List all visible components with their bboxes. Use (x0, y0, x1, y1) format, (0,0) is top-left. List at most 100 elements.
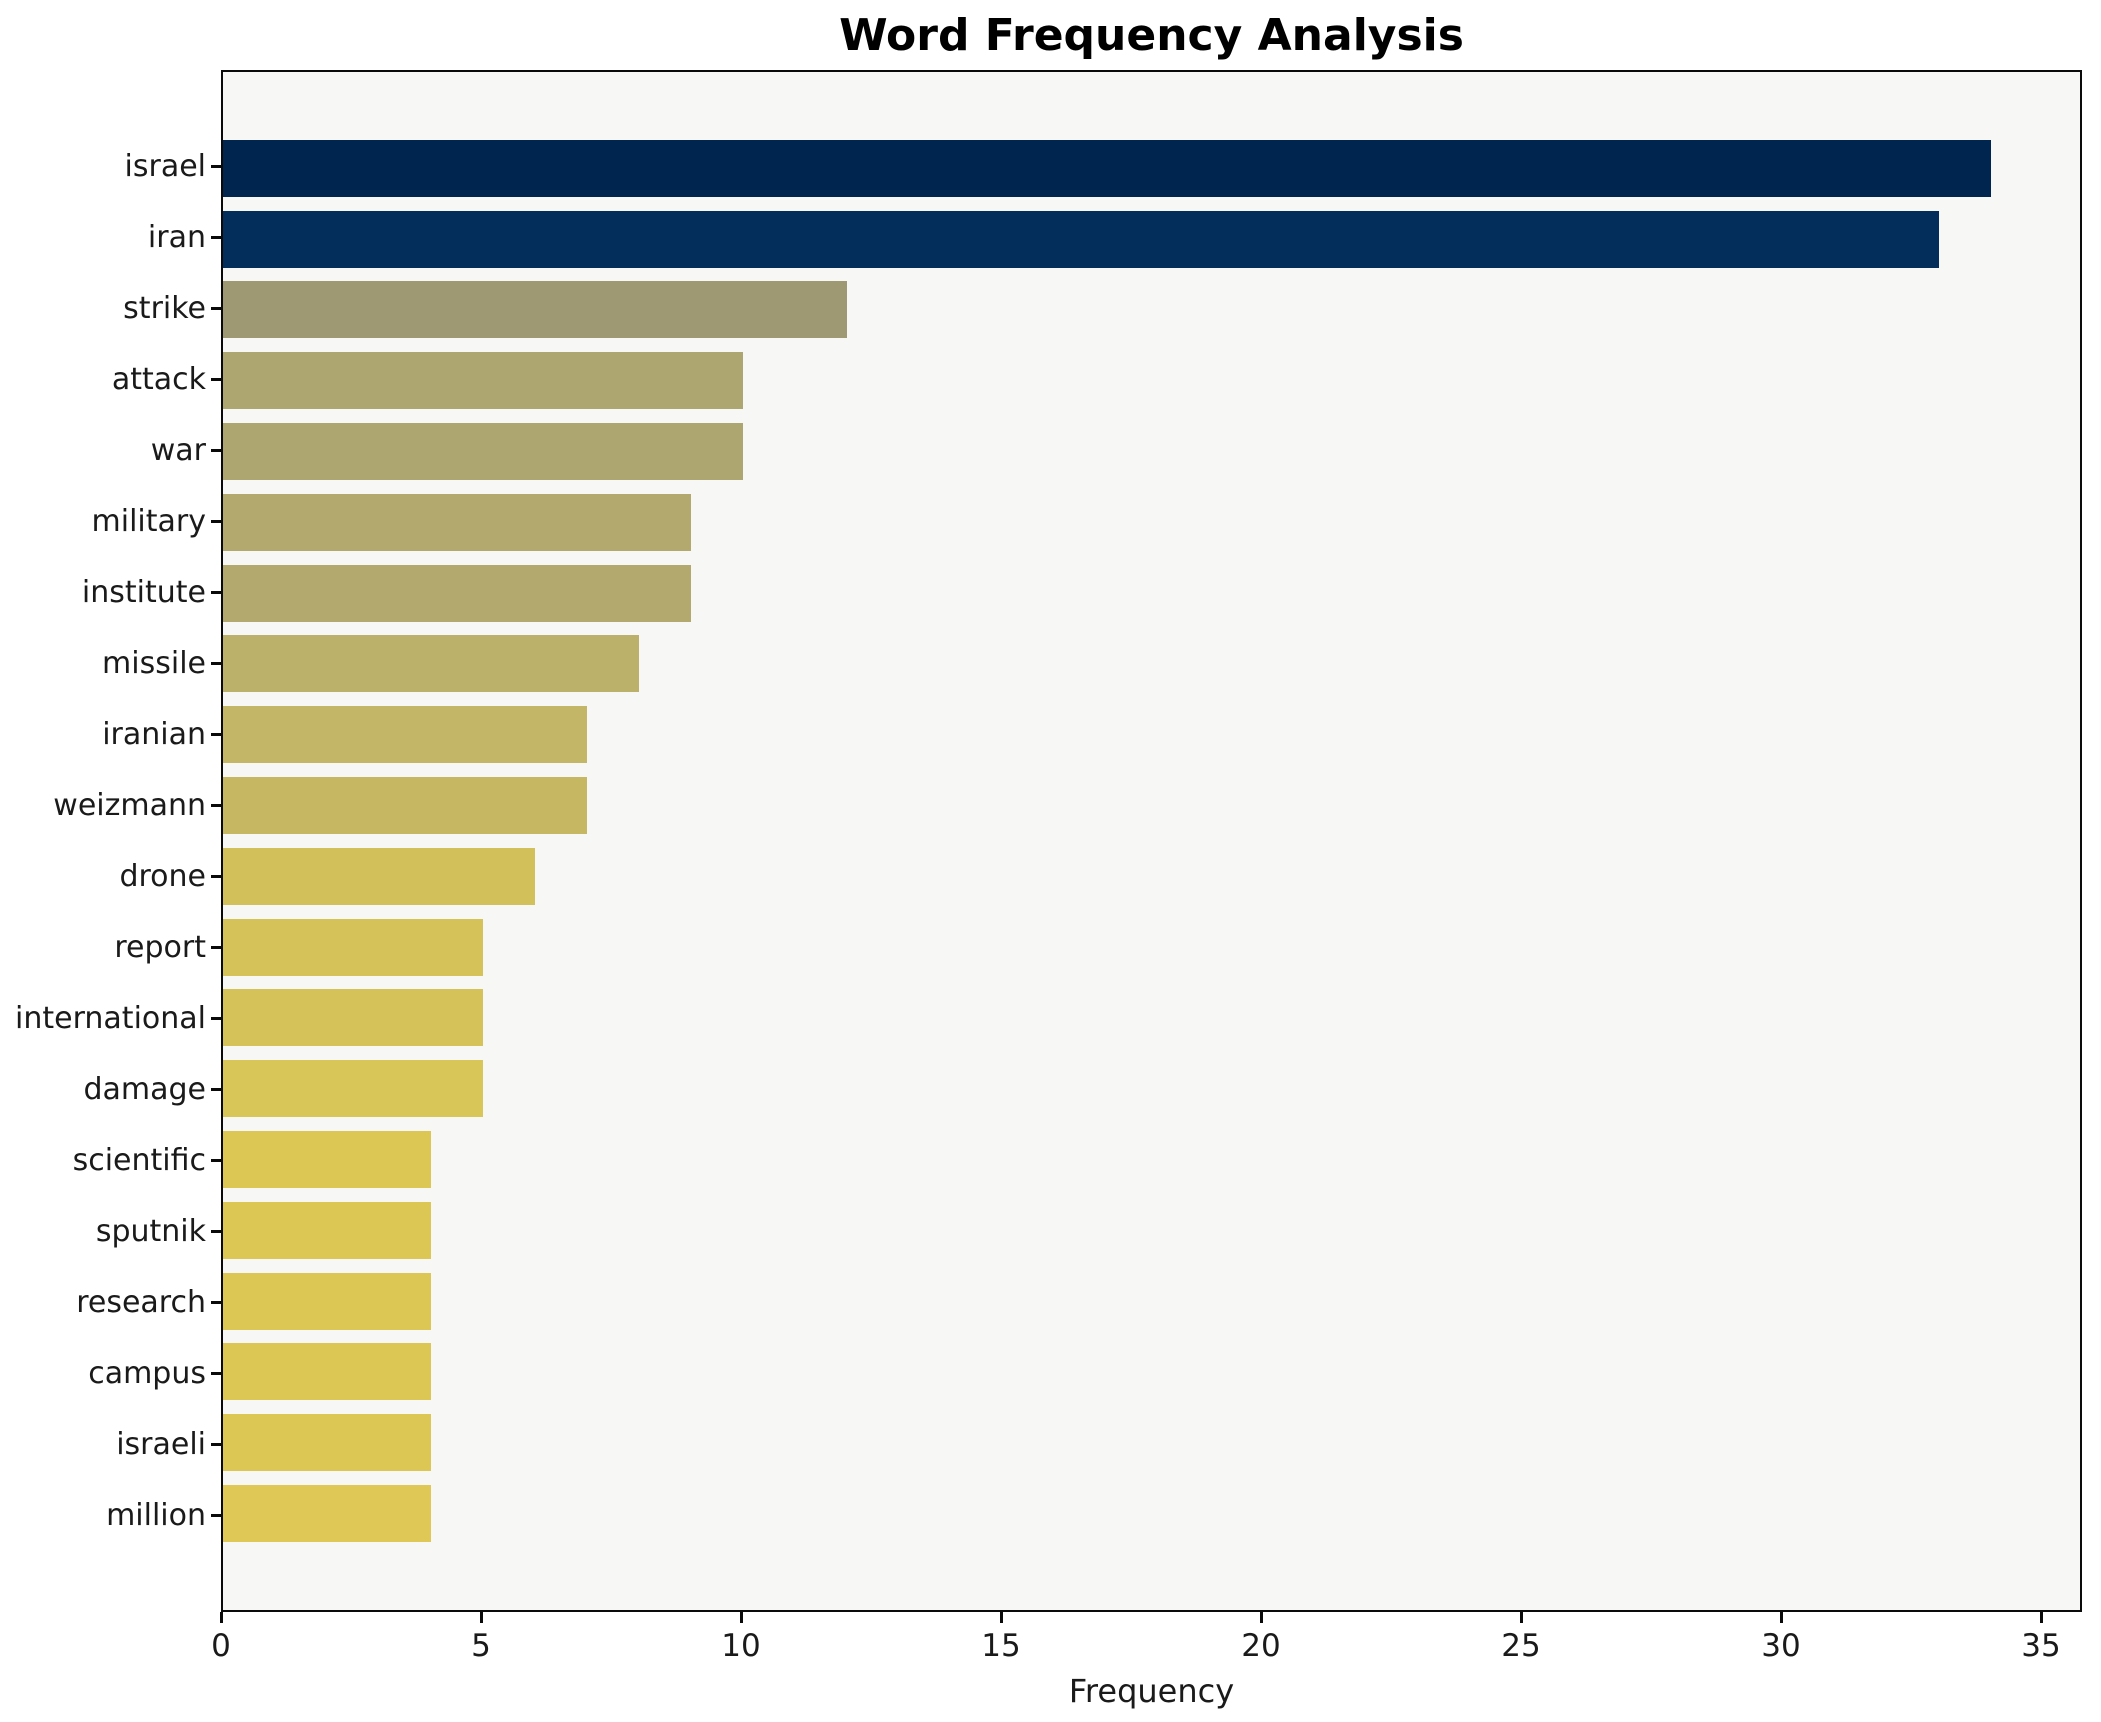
y-tick-row: sputnik (0, 1196, 221, 1267)
y-tick-mark (211, 449, 221, 452)
y-tick-mark (211, 236, 221, 239)
bar-row (223, 1266, 2080, 1337)
bar-row (223, 1053, 2080, 1124)
y-tick-mark (211, 1017, 221, 1020)
y-tick-mark (211, 1159, 221, 1162)
y-tick-row: institute (0, 557, 221, 628)
y-tick-row: report (0, 912, 221, 983)
plot-area (221, 70, 2082, 1612)
bar-row (223, 558, 2080, 629)
x-tick-label-30: 30 (1761, 1628, 1801, 1664)
bar-row (223, 1195, 2080, 1266)
y-tick-label-damage: damage (83, 1072, 206, 1107)
y-tick-mark (211, 307, 221, 310)
bar-attack (223, 352, 743, 410)
x-tick-label-35: 35 (2021, 1628, 2061, 1664)
x-tick-mark (480, 1612, 483, 1623)
y-tick-label-drone: drone (119, 859, 206, 894)
bar-row (223, 841, 2080, 912)
y-tick-row: israel (0, 131, 221, 202)
x-tick-label-0: 0 (211, 1628, 231, 1664)
x-tick-label-25: 25 (1501, 1628, 1541, 1664)
y-tick-label-israel: israel (124, 149, 206, 184)
y-tick-row: weizmann (0, 770, 221, 841)
x-tick-label-15: 15 (981, 1628, 1021, 1664)
bar-row (223, 487, 2080, 558)
bar-row (223, 345, 2080, 416)
y-tick-label-attack: attack (111, 362, 206, 397)
y-tick-row: military (0, 486, 221, 557)
y-tick-label-iranian: iranian (102, 717, 206, 752)
y-tick-label-weizmann: weizmann (53, 788, 206, 823)
y-tick-label-report: report (114, 930, 206, 965)
y-tick-label-strike: strike (123, 291, 206, 326)
chart-title: Word Frequency Analysis (839, 10, 1464, 61)
bar-sputnik (223, 1201, 431, 1259)
bar-military (223, 493, 691, 551)
y-tick-label-military: military (91, 504, 206, 539)
bar-missile (223, 635, 639, 693)
y-tick-label-sputnik: sputnik (95, 1214, 206, 1249)
bar-research (223, 1272, 431, 1330)
y-tick-mark (211, 946, 221, 949)
x-axis-label: Frequency (1068, 1672, 1235, 1710)
y-tick-mark (211, 520, 221, 523)
bar-campus (223, 1343, 431, 1401)
y-tick-mark (211, 1230, 221, 1233)
y-tick-mark (211, 662, 221, 665)
y-tick-mark (211, 1301, 221, 1304)
bar-row (223, 629, 2080, 700)
x-tick-label-5: 5 (471, 1628, 491, 1664)
x-tick-mark (1000, 1612, 1003, 1623)
y-tick-mark (211, 591, 221, 594)
bar-row (223, 770, 2080, 841)
x-axis: 0 5 10 15 20 25 30 35 (211, 1612, 2082, 1682)
y-tick-row: war (0, 415, 221, 486)
bar-institute (223, 564, 691, 622)
bar-drone (223, 847, 535, 905)
x-tick-mark (2040, 1612, 2043, 1623)
y-tick-label-million: million (106, 1498, 206, 1533)
y-tick-label-institute: institute (81, 575, 206, 610)
y-tick-mark (211, 1372, 221, 1375)
y-tick-mark (211, 1443, 221, 1446)
y-tick-row: damage (0, 1054, 221, 1125)
bar-row (223, 1337, 2080, 1408)
bar-scientific (223, 1131, 431, 1189)
x-tick-mark (1520, 1612, 1523, 1623)
y-tick-label-missile: missile (102, 646, 206, 681)
y-tick-row: strike (0, 273, 221, 344)
y-tick-label-iran: iran (147, 220, 206, 255)
bar-strike (223, 281, 847, 339)
bar-rows (223, 133, 2080, 1549)
y-tick-label-war: war (150, 433, 206, 468)
y-tick-mark (211, 378, 221, 381)
x-tick-label-20: 20 (1241, 1628, 1281, 1664)
y-tick-mark (211, 165, 221, 168)
bar-row (223, 1124, 2080, 1195)
y-tick-mark (211, 804, 221, 807)
y-tick-row: international (0, 983, 221, 1054)
y-tick-row: drone (0, 841, 221, 912)
x-tick-mark (1260, 1612, 1263, 1623)
y-tick-label-scientific: scientific (72, 1143, 206, 1178)
bar-row (223, 912, 2080, 983)
bar-million (223, 1485, 431, 1543)
y-tick-row: campus (0, 1338, 221, 1409)
y-tick-row: iranian (0, 699, 221, 770)
bar-row (223, 983, 2080, 1054)
y-tick-row: israeli (0, 1409, 221, 1480)
y-tick-label-campus: campus (88, 1356, 206, 1391)
bar-row (223, 133, 2080, 204)
bar-israeli (223, 1414, 431, 1472)
y-tick-row: scientific (0, 1125, 221, 1196)
x-tick-mark (740, 1612, 743, 1623)
y-tick-row: iran (0, 202, 221, 273)
bar-iran (223, 210, 1939, 268)
y-tick-mark (211, 875, 221, 878)
bar-israel (223, 139, 1991, 197)
y-tick-label-research: research (76, 1285, 206, 1320)
x-tick-label-10: 10 (721, 1628, 761, 1664)
bar-row (223, 416, 2080, 487)
